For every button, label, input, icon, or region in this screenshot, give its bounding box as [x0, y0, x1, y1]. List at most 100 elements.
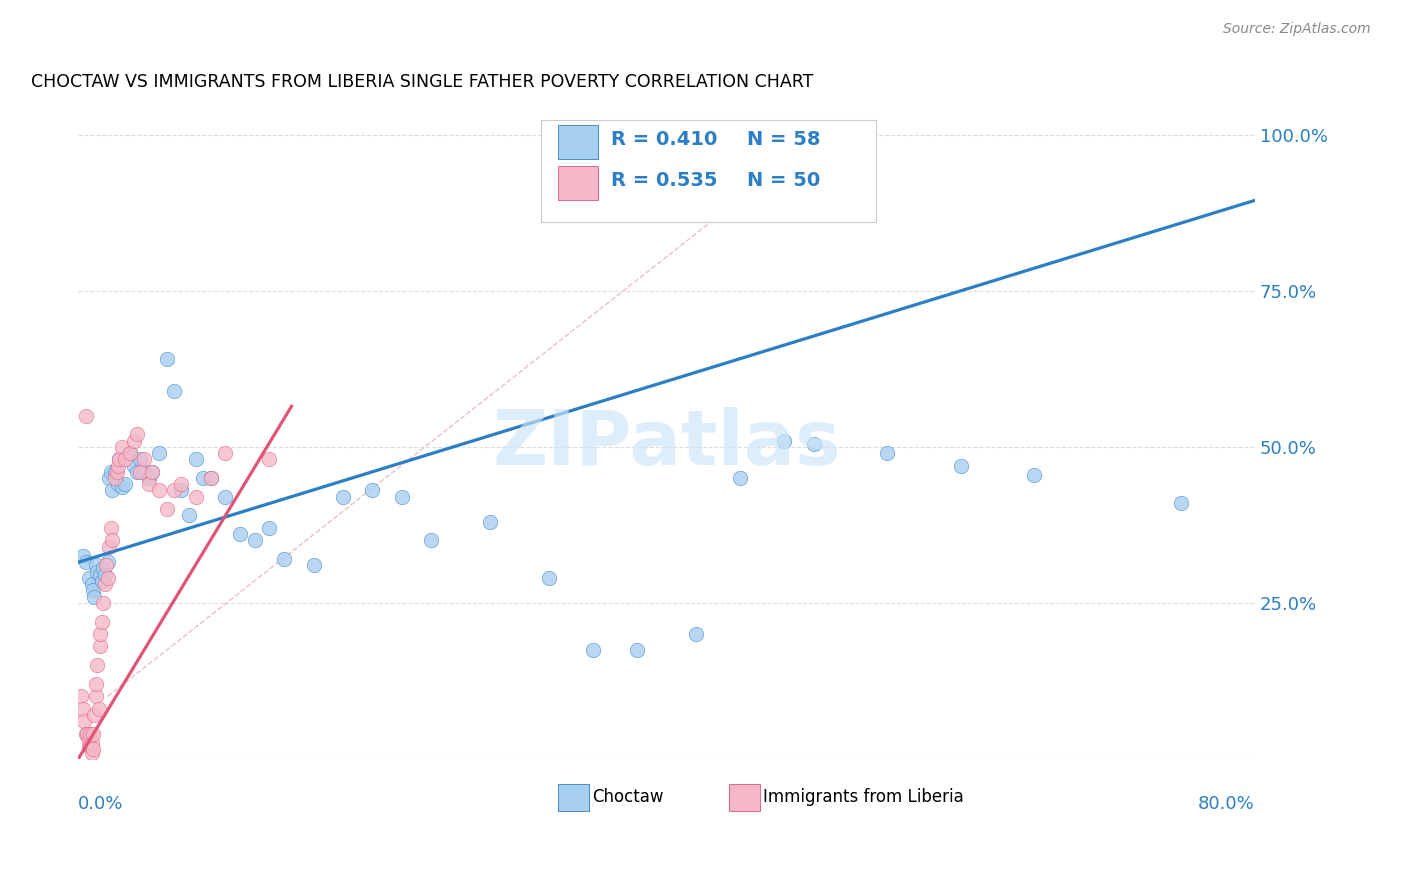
Text: Source: ZipAtlas.com: Source: ZipAtlas.com [1223, 22, 1371, 37]
Point [93, 577, 115, 591]
FancyBboxPatch shape [541, 120, 876, 221]
FancyBboxPatch shape [558, 784, 589, 811]
Point [243, 533, 266, 548]
Point [141, 465, 163, 479]
Point [127, 465, 149, 479]
Point [70, 690, 93, 704]
Text: Choctaw: Choctaw [592, 789, 664, 806]
Point [87, 702, 110, 716]
Point [177, 508, 200, 523]
Point [101, 533, 124, 548]
Point [273, 552, 295, 566]
Point [98, 471, 121, 485]
Point [82, 583, 104, 598]
Point [582, 642, 605, 657]
Point [259, 521, 281, 535]
Point [163, 483, 186, 498]
Point [479, 515, 502, 529]
Point [72, 702, 94, 716]
Point [77, 739, 100, 754]
Point [77, 571, 100, 585]
Point [104, 465, 127, 479]
Point [728, 471, 751, 485]
Point [626, 642, 648, 657]
Point [1024, 467, 1046, 482]
Point [259, 452, 281, 467]
Point [83, 590, 105, 604]
Point [141, 465, 163, 479]
Point [193, 471, 215, 485]
Text: 80.0%: 80.0% [1198, 795, 1256, 813]
Point [77, 733, 100, 747]
Point [773, 434, 796, 448]
Point [163, 384, 186, 398]
Point [122, 458, 145, 473]
Point [184, 490, 207, 504]
Text: Immigrants from Liberia: Immigrants from Liberia [763, 789, 963, 806]
Point [148, 483, 170, 498]
Text: CHOCTAW VS IMMIGRANTS FROM LIBERIA SINGLE FATHER POVERTY CORRELATION CHART: CHOCTAW VS IMMIGRANTS FROM LIBERIA SINGL… [31, 73, 814, 91]
Point [129, 452, 152, 467]
Point [122, 434, 145, 448]
Point [155, 352, 177, 367]
Point [90, 615, 112, 629]
Point [73, 714, 96, 729]
Point [170, 477, 193, 491]
Point [537, 571, 560, 585]
Point [80, 736, 103, 750]
Point [134, 465, 156, 479]
Point [138, 477, 160, 491]
Point [114, 477, 136, 491]
Point [876, 446, 898, 460]
Point [200, 471, 222, 485]
Point [118, 446, 141, 460]
Point [75, 409, 97, 423]
Point [101, 483, 124, 498]
Text: R = 0.410: R = 0.410 [612, 130, 717, 149]
Point [127, 427, 149, 442]
Point [98, 540, 121, 554]
Point [138, 471, 160, 485]
Text: N = 50: N = 50 [747, 170, 820, 190]
Text: R = 0.535: R = 0.535 [612, 170, 718, 190]
Point [134, 452, 156, 467]
Point [80, 577, 103, 591]
Point [200, 471, 222, 485]
Point [685, 627, 707, 641]
Point [83, 708, 105, 723]
Point [97, 555, 120, 569]
Point [214, 490, 236, 504]
Point [82, 727, 104, 741]
Point [302, 558, 325, 573]
Point [949, 458, 972, 473]
Point [107, 477, 129, 491]
Point [91, 596, 114, 610]
Point [89, 627, 111, 641]
Text: ZIPatlas: ZIPatlas [492, 408, 841, 482]
Point [75, 727, 97, 741]
Point [1170, 496, 1192, 510]
Point [184, 452, 207, 467]
Point [148, 446, 170, 460]
Point [90, 574, 112, 588]
FancyBboxPatch shape [728, 784, 759, 811]
Point [96, 558, 118, 573]
Point [79, 727, 101, 741]
Point [170, 483, 193, 498]
Text: N = 58: N = 58 [747, 130, 820, 149]
Point [100, 465, 122, 479]
Point [86, 658, 108, 673]
Point [214, 446, 236, 460]
Point [100, 521, 122, 535]
Point [391, 490, 413, 504]
Point [155, 502, 177, 516]
Point [361, 483, 384, 498]
Point [84, 677, 107, 691]
Point [111, 480, 134, 494]
Point [89, 567, 111, 582]
FancyBboxPatch shape [558, 166, 599, 200]
Point [82, 742, 104, 756]
Point [108, 452, 131, 467]
Point [108, 452, 131, 467]
Point [91, 561, 114, 575]
